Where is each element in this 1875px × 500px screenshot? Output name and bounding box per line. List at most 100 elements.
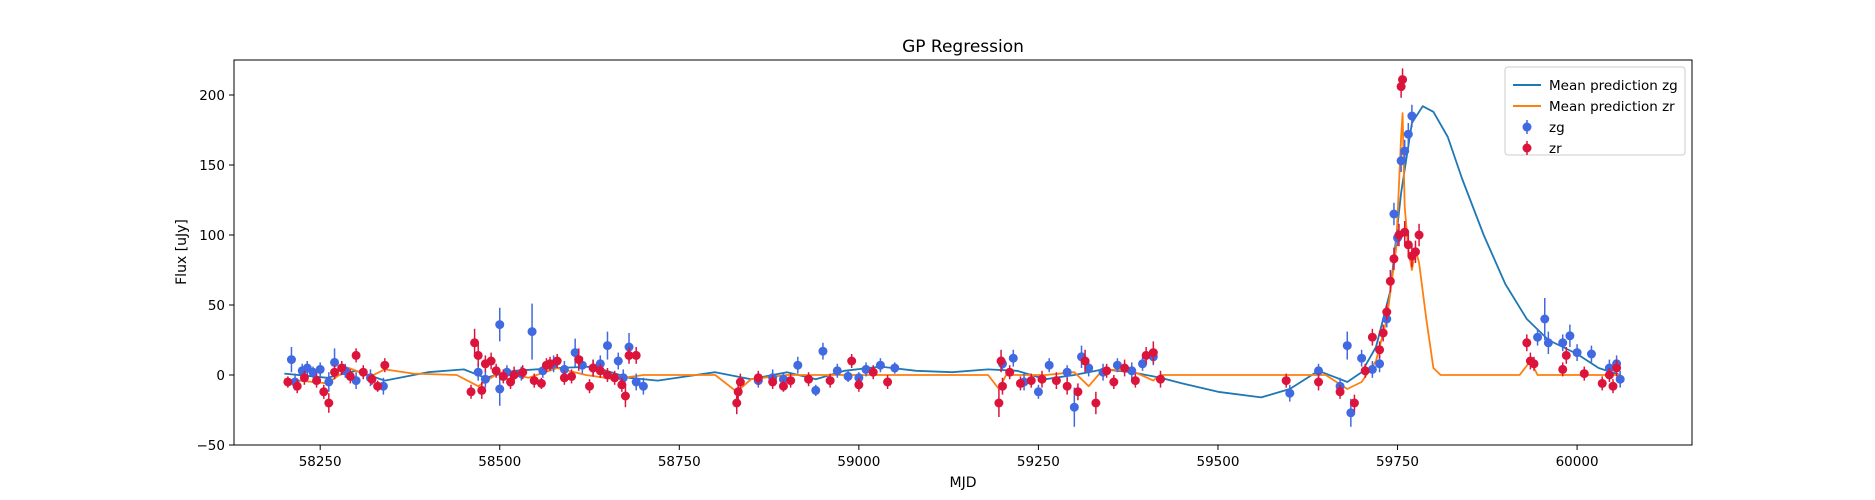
marker xyxy=(1033,387,1043,397)
point-zr-97 xyxy=(1561,347,1571,364)
marker xyxy=(495,320,505,330)
point-zg-79 xyxy=(1586,345,1596,363)
point-zr-10 xyxy=(358,365,368,380)
marker xyxy=(1529,359,1539,369)
marker xyxy=(1335,387,1345,397)
point-zg-4 xyxy=(308,366,318,378)
x-tick-label: 59750 xyxy=(1376,454,1419,470)
point-zr-3 xyxy=(312,373,322,388)
marker xyxy=(315,364,325,374)
point-zg-55 xyxy=(1127,362,1137,380)
marker xyxy=(786,376,796,386)
marker xyxy=(1400,146,1410,156)
point-zr-50 xyxy=(825,373,835,388)
point-zr-11 xyxy=(367,373,377,385)
point-zr-93 xyxy=(1522,334,1532,352)
point-zg-75 xyxy=(1543,331,1553,354)
marker xyxy=(1008,353,1018,363)
point-zr-60 xyxy=(1026,373,1036,388)
marker xyxy=(818,346,828,356)
point-zr-19 xyxy=(486,352,496,370)
point-zg-49 xyxy=(1062,365,1072,380)
marker xyxy=(1346,408,1356,418)
y-tick-label: −50 xyxy=(197,438,226,454)
marker xyxy=(559,373,569,383)
marker xyxy=(1314,377,1324,387)
point-zg-5 xyxy=(315,362,325,377)
point-zr-89 xyxy=(1403,233,1413,256)
point-zr-6 xyxy=(330,365,340,380)
point-zg-71 xyxy=(1403,123,1413,146)
point-zr-45 xyxy=(753,370,763,385)
legend: Mean prediction zg Mean prediction zr zg zr xyxy=(1504,66,1686,157)
point-zg-76 xyxy=(1558,334,1568,352)
marker xyxy=(1608,381,1618,391)
point-zr-66 xyxy=(1091,391,1101,415)
point-zr-13 xyxy=(380,358,390,373)
legend-box xyxy=(1504,66,1686,156)
point-zr-71 xyxy=(1141,347,1151,364)
legend-marker-swatch xyxy=(1522,143,1532,153)
point-zg-63 xyxy=(1357,349,1367,367)
point-zr-14 xyxy=(466,384,476,399)
point-zg-30 xyxy=(631,373,641,391)
marker xyxy=(998,381,1008,391)
marker xyxy=(1367,332,1377,342)
marker xyxy=(1403,240,1413,250)
marker xyxy=(1141,350,1151,360)
point-zg-82 xyxy=(1615,370,1625,388)
point-zr-84 xyxy=(1389,247,1399,270)
marker xyxy=(1400,227,1410,237)
point-zr-49 xyxy=(804,372,814,387)
marker xyxy=(324,377,334,387)
marker xyxy=(480,374,490,384)
legend-entry-mean-prediction-zr: Mean prediction zr xyxy=(1513,99,1675,115)
marker xyxy=(868,367,878,377)
marker xyxy=(559,364,569,374)
marker xyxy=(470,338,480,348)
point-zr-68 xyxy=(1109,375,1119,389)
point-zr-77 xyxy=(1349,394,1359,412)
marker xyxy=(330,357,340,367)
marker xyxy=(495,384,505,394)
point-zr-39 xyxy=(620,384,630,408)
marker xyxy=(1156,374,1166,384)
y-axis-label: Flux [uJy] xyxy=(174,219,190,285)
marker xyxy=(1543,338,1553,348)
y-axis-ticks: −50 0 50 100 150 200 xyxy=(197,88,234,454)
marker xyxy=(1389,209,1399,219)
point-zr-52 xyxy=(854,377,864,392)
marker xyxy=(574,355,584,365)
point-zg-14 xyxy=(495,307,505,342)
marker xyxy=(308,367,318,377)
point-zg-54 xyxy=(1112,358,1122,373)
point-zr-96 xyxy=(1558,362,1568,377)
marker xyxy=(1604,370,1614,380)
point-zr-80 xyxy=(1375,341,1385,359)
marker xyxy=(1360,366,1370,376)
point-zg-45 xyxy=(1008,349,1018,367)
marker xyxy=(1382,307,1392,317)
marker xyxy=(768,377,778,387)
marker xyxy=(1062,381,1072,391)
point-zr-34 xyxy=(588,359,598,377)
marker xyxy=(875,360,885,370)
point-zr-55 xyxy=(994,389,1004,417)
point-zr-64 xyxy=(1073,383,1083,401)
marker xyxy=(1586,349,1596,359)
marker xyxy=(330,367,340,377)
marker xyxy=(1084,363,1094,373)
point-zr-78 xyxy=(1360,363,1370,378)
point-zr-0 xyxy=(283,376,293,388)
marker xyxy=(1127,366,1137,376)
point-zg-48 xyxy=(1044,358,1054,373)
point-zr-101 xyxy=(1608,379,1618,394)
point-zr-74 xyxy=(1281,373,1291,388)
point-zr-62 xyxy=(1051,372,1061,389)
point-zr-69 xyxy=(1120,359,1130,377)
marker xyxy=(1522,338,1532,348)
marker xyxy=(1565,331,1575,341)
marker xyxy=(1062,367,1072,377)
marker xyxy=(631,350,641,360)
